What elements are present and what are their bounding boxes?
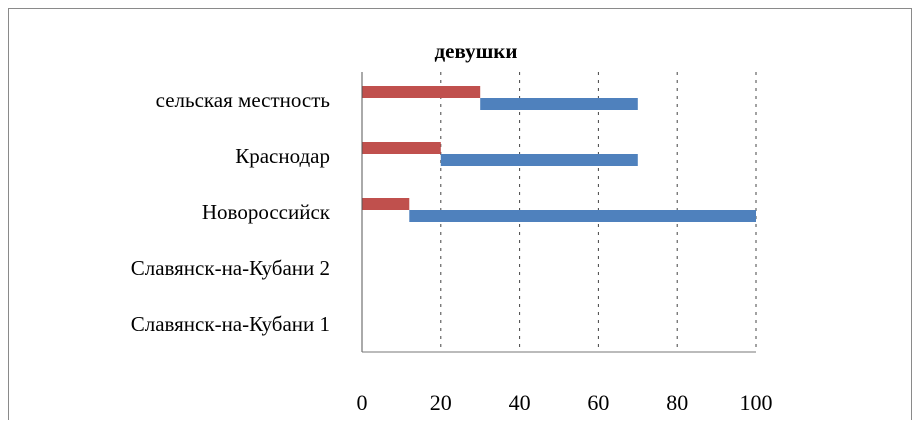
- bar-series2-2: [409, 210, 756, 222]
- chart-title: девушки: [435, 39, 518, 63]
- bar-series1-0: [362, 86, 481, 98]
- category-label: Краснодар: [235, 144, 330, 168]
- category-label: Славянск-на-Кубани 2: [131, 256, 330, 280]
- bars: [362, 86, 756, 222]
- x-tick-labels: 0 20 40 60 80 100: [357, 390, 773, 415]
- x-tick-label: 20: [430, 390, 452, 415]
- bar-series2-0: [480, 98, 638, 110]
- gridlines: [440, 72, 757, 352]
- bar-series1-2: [362, 198, 410, 210]
- bar-series1-1: [362, 142, 441, 154]
- category-label: Славянск-на-Кубани 1: [131, 312, 330, 336]
- x-tick-label: 60: [587, 390, 609, 415]
- x-tick-label: 80: [666, 390, 688, 415]
- bar-series2-1: [440, 154, 638, 166]
- category-label: Новороссийск: [202, 200, 331, 224]
- axes: [361, 72, 756, 353]
- category-labels: сельская местность Краснодар Новороссийск С…: [131, 88, 331, 336]
- x-tick-label: 40: [509, 390, 531, 415]
- category-label: сельская местность: [156, 88, 330, 112]
- x-tick-label: 100: [740, 390, 773, 415]
- x-tick-label: 0: [357, 390, 368, 415]
